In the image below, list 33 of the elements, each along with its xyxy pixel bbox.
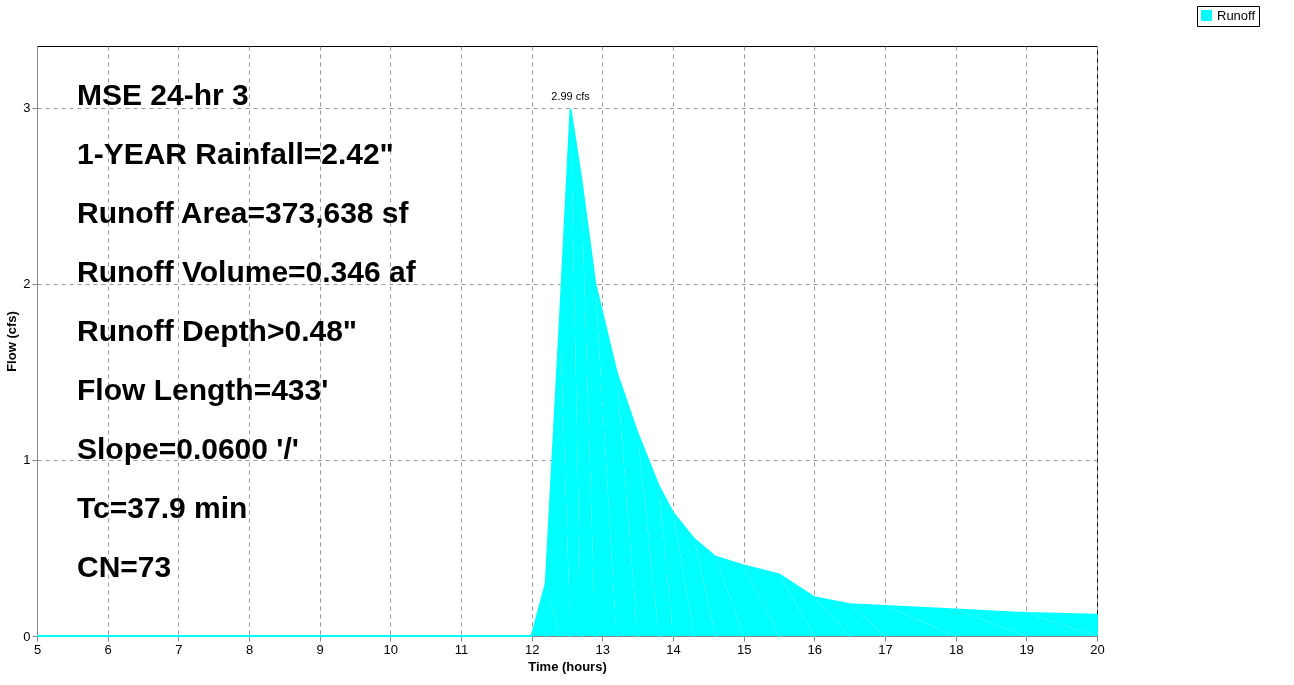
annotation: 2.99 cfs bbox=[551, 90, 591, 103]
x-tick-label: 18 bbox=[948, 641, 964, 657]
x-tick-label: 6 bbox=[104, 641, 112, 657]
x-tick-label: 17 bbox=[878, 641, 893, 657]
y-tick-label: 3 bbox=[23, 100, 31, 116]
x-tick-label: 11 bbox=[454, 641, 469, 657]
annotation: CN=73 bbox=[77, 550, 172, 583]
y-tick-label: 0 bbox=[23, 628, 31, 644]
x-tick-label: 7 bbox=[175, 641, 183, 657]
x-tick-label: 5 bbox=[33, 641, 42, 657]
annotation: Slope=0.0600 '/' bbox=[77, 432, 299, 465]
y-tick-label: 2 bbox=[23, 276, 31, 292]
x-tick-label: 13 bbox=[595, 641, 611, 657]
annotation: Runoff Volume=0.346 af bbox=[77, 255, 417, 288]
legend-label: Runoff bbox=[1217, 7, 1256, 23]
annotation: Tc=37.9 min bbox=[77, 491, 248, 524]
x-tick-label: 12 bbox=[524, 641, 540, 657]
x-axis-title: Time (hours) bbox=[528, 658, 607, 674]
annotation: MSE 24-hr 3 bbox=[77, 78, 249, 111]
x-tick-label: 14 bbox=[666, 641, 681, 657]
annotation: Runoff Depth>0.48" bbox=[77, 314, 358, 347]
annotation: 1-YEAR Rainfall=2.42" bbox=[77, 137, 394, 170]
annotation: Runoff Area=373,638 sf bbox=[77, 196, 410, 229]
x-tick-label: 19 bbox=[1019, 641, 1035, 657]
x-tick-label: 8 bbox=[245, 641, 254, 657]
x-tick-label: 15 bbox=[736, 641, 752, 657]
annotation: Flow Length=433' bbox=[77, 373, 329, 406]
x-tick-label: 20 bbox=[1090, 641, 1105, 657]
y-axis-title: Flow (cfs) bbox=[4, 311, 20, 372]
x-tick-label: 9 bbox=[316, 641, 324, 657]
y-tick-label: 1 bbox=[23, 452, 31, 468]
x-tick-label: 10 bbox=[383, 641, 399, 657]
x-tick-label: 16 bbox=[807, 641, 823, 657]
